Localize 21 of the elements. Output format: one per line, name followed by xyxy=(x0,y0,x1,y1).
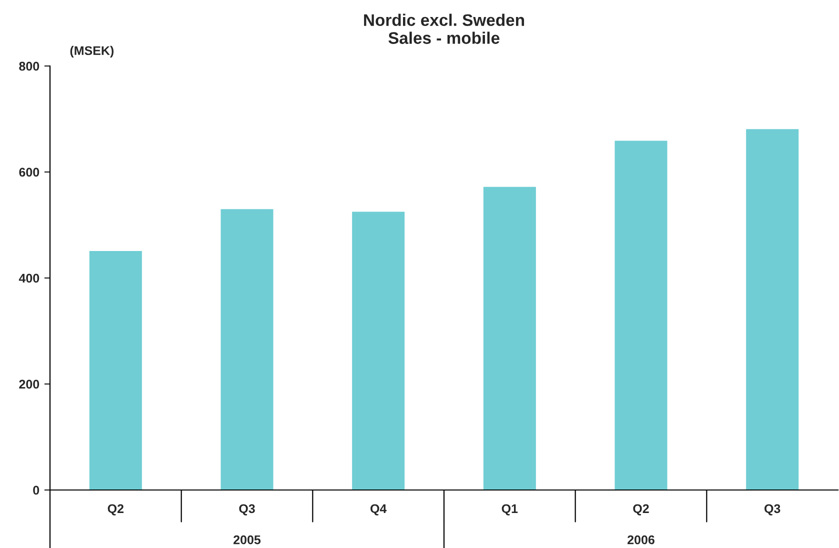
y-tick-label: 200 xyxy=(19,380,40,389)
x-tick-label: Q3 xyxy=(764,504,780,516)
y-axis-title: (MSEK) xyxy=(70,46,114,58)
y-tick-label: 400 xyxy=(18,274,40,283)
y-tick-label: 600 xyxy=(19,168,40,177)
x-tick-label: Q2 xyxy=(633,504,649,516)
bar xyxy=(614,140,668,490)
y-tick-label: 0 xyxy=(33,486,40,495)
text: 2006 xyxy=(628,535,654,544)
y-tick-label: 800 xyxy=(19,62,40,71)
x-tick-label: Q2 xyxy=(108,504,124,516)
x-tick-label: Q3 xyxy=(239,504,255,516)
bar xyxy=(220,209,274,490)
chart-title: Nordic excl. Sweden Sales - mobile xyxy=(364,14,524,44)
text: 2005 xyxy=(234,535,261,544)
bar xyxy=(352,212,405,490)
x-tick-label: Q4 xyxy=(370,504,387,516)
bar xyxy=(483,186,536,490)
bar xyxy=(746,129,799,490)
x-tick-label: Q1 xyxy=(502,504,518,516)
bar xyxy=(89,250,142,490)
